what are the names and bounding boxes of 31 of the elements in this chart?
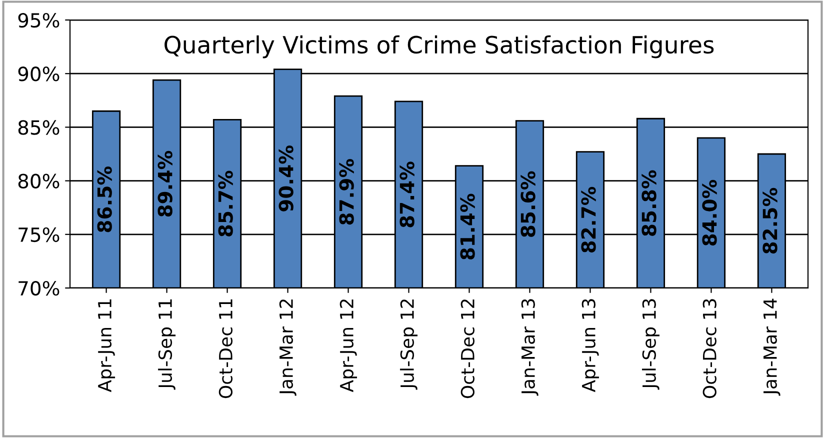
data-label: 90.4%	[278, 146, 294, 212]
x-tick-label: Jul-Sep 12	[400, 300, 418, 390]
data-label: 82.5%	[762, 188, 778, 254]
data-label: 85.7%	[218, 170, 233, 236]
y-tick-label: 75%	[18, 227, 60, 242]
x-tick-label: Jan-Mar 14	[764, 298, 780, 396]
y-tick-label: 90%	[18, 66, 60, 82]
data-label: 82.7%	[581, 186, 596, 252]
x-tick-label: Jan-Mar 12	[279, 300, 296, 396]
x-tick-label: Apr-Jun 11	[98, 299, 116, 392]
x-tick-label: Apr-Jun 12	[340, 300, 357, 392]
y-tick-label: 95%	[18, 12, 60, 28]
y-tick-label: 80%	[18, 174, 60, 188]
x-tick-label: Oct-Dec 13	[702, 299, 716, 398]
y-tick-label: 70%	[18, 280, 60, 296]
data-label: 87.9%	[339, 158, 354, 225]
x-tick-label: Apr-Jun 13	[582, 299, 599, 392]
x-tick-label: Jul-Sep 13	[642, 299, 660, 390]
data-label: 89.4%	[158, 150, 172, 217]
x-tick-label: Oct-Dec 12	[460, 300, 474, 398]
x-tick-label: Jul-Sep 11	[158, 299, 176, 390]
y-tick-label: 85%	[18, 120, 60, 135]
x-tick-label: Oct-Dec 11	[218, 299, 233, 398]
data-label: 81.4%	[460, 194, 475, 260]
data-label: 87.4%	[400, 162, 414, 228]
data-label: 85.6%	[520, 171, 536, 237]
data-label: 85.8%	[642, 170, 656, 236]
x-tick-label: Jan-Mar 13	[521, 299, 538, 396]
data-label: 84.0%	[702, 180, 717, 246]
data-label: 86.5%	[97, 166, 112, 232]
text: Quarterly Victims of Crime Satisfaction Figures	[164, 35, 714, 58]
